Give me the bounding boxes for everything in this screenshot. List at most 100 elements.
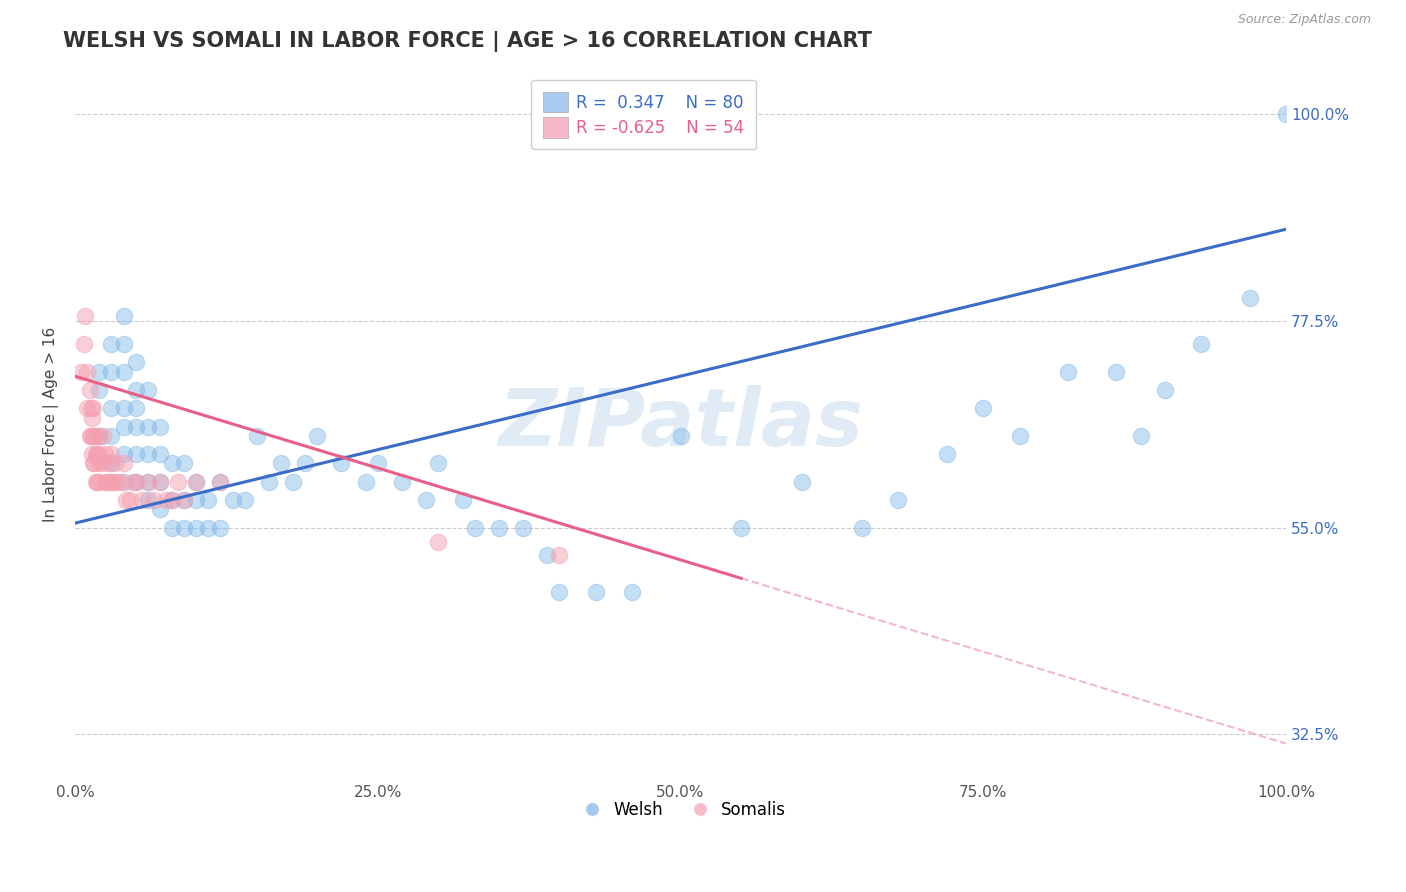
Point — [186, 493, 208, 508]
Point — [257, 475, 280, 489]
Point — [186, 475, 208, 489]
Point — [124, 401, 146, 416]
Point — [136, 493, 159, 508]
Point — [197, 493, 219, 508]
Point — [91, 429, 114, 443]
Point — [100, 447, 122, 461]
Point — [94, 447, 117, 461]
Point — [84, 475, 107, 489]
Point — [585, 585, 607, 599]
Point — [118, 493, 141, 508]
Point — [136, 383, 159, 397]
Point — [451, 493, 474, 508]
Point — [512, 521, 534, 535]
Point — [100, 457, 122, 471]
Point — [86, 447, 108, 461]
Point — [80, 429, 103, 443]
Point — [90, 457, 112, 471]
Point — [173, 493, 195, 508]
Point — [1105, 365, 1128, 379]
Legend: Welsh, Somalis: Welsh, Somalis — [568, 794, 793, 825]
Point — [98, 475, 121, 489]
Point — [112, 401, 135, 416]
Point — [97, 457, 120, 471]
Text: WELSH VS SOMALI IN LABOR FORCE | AGE > 16 CORRELATION CHART: WELSH VS SOMALI IN LABOR FORCE | AGE > 1… — [63, 31, 872, 53]
Point — [80, 447, 103, 461]
Point — [536, 549, 558, 563]
Point — [83, 457, 105, 471]
Point — [82, 401, 104, 416]
Point — [87, 447, 110, 461]
Point — [281, 475, 304, 489]
Point — [73, 310, 96, 324]
Point — [89, 457, 111, 471]
Point — [1189, 337, 1212, 351]
Point — [136, 475, 159, 489]
Point — [730, 521, 752, 535]
Point — [112, 337, 135, 351]
Point — [330, 457, 353, 471]
Point — [221, 493, 243, 508]
Point — [167, 475, 190, 489]
Point — [100, 401, 122, 416]
Point — [233, 493, 256, 508]
Point — [76, 365, 98, 379]
Point — [186, 475, 208, 489]
Point — [415, 493, 437, 508]
Point — [1154, 383, 1177, 397]
Point — [464, 521, 486, 535]
Point — [112, 447, 135, 461]
Y-axis label: In Labor Force | Age > 16: In Labor Force | Age > 16 — [44, 326, 59, 522]
Point — [83, 429, 105, 443]
Point — [160, 457, 183, 471]
Point — [367, 457, 389, 471]
Point — [548, 585, 571, 599]
Point — [935, 447, 957, 461]
Point — [173, 521, 195, 535]
Point — [100, 365, 122, 379]
Point — [86, 475, 108, 489]
Point — [72, 337, 94, 351]
Point — [294, 457, 316, 471]
Point — [124, 383, 146, 397]
Point — [112, 457, 135, 471]
Point — [173, 457, 195, 471]
Point — [160, 521, 183, 535]
Point — [112, 365, 135, 379]
Point — [270, 457, 292, 471]
Point — [80, 410, 103, 425]
Point — [186, 521, 208, 535]
Point — [488, 521, 510, 535]
Point — [82, 457, 104, 471]
Point — [149, 475, 172, 489]
Point — [427, 457, 450, 471]
Point — [70, 365, 93, 379]
Text: ZIPatlas: ZIPatlas — [498, 385, 863, 464]
Text: Source: ZipAtlas.com: Source: ZipAtlas.com — [1237, 13, 1371, 27]
Point — [122, 475, 145, 489]
Point — [1275, 107, 1298, 121]
Point — [112, 419, 135, 434]
Point — [100, 475, 122, 489]
Point — [112, 475, 135, 489]
Point — [887, 493, 910, 508]
Point — [851, 521, 873, 535]
Point — [79, 429, 101, 443]
Point — [87, 475, 110, 489]
Point — [104, 457, 127, 471]
Point — [149, 502, 172, 516]
Point — [173, 493, 195, 508]
Point — [124, 447, 146, 461]
Point — [89, 383, 111, 397]
Point — [1057, 365, 1080, 379]
Point — [124, 475, 146, 489]
Point — [124, 475, 146, 489]
Point — [142, 493, 165, 508]
Point — [100, 429, 122, 443]
Point — [100, 337, 122, 351]
Point — [103, 475, 125, 489]
Point — [76, 401, 98, 416]
Point — [96, 475, 118, 489]
Point — [124, 419, 146, 434]
Point — [89, 429, 111, 443]
